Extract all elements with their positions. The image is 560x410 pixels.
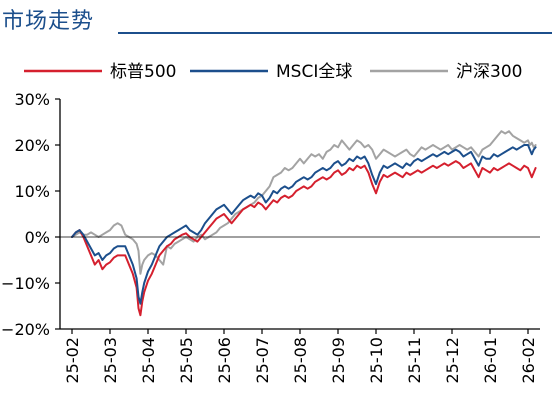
x-tick-label: 25-04 xyxy=(139,337,158,384)
series-line-2 xyxy=(71,130,537,275)
legend-label: MSCI全球 xyxy=(276,62,352,82)
x-tick-label: 25-10 xyxy=(367,337,386,384)
x-tick-label: 25-08 xyxy=(291,337,310,384)
x-tick-label: 26-01 xyxy=(481,337,500,384)
x-tick-label: 25-02 xyxy=(63,337,82,384)
x-tick-label: 25-11 xyxy=(405,337,424,384)
section-header: 市场走势 xyxy=(0,0,560,40)
market-trend-chart: 标普500 MSCI全球 沪深300 −20% −10% 0% 10% 20% 30% 25-0… xyxy=(1,62,540,384)
legend-label: 沪深300 xyxy=(456,62,522,82)
y-tick-label: 30% xyxy=(14,90,50,109)
x-tick-label: 25-05 xyxy=(177,337,196,384)
x-tick-label: 25-06 xyxy=(215,337,234,384)
y-tick-label: −10% xyxy=(1,274,50,293)
legend-label: 标普500 xyxy=(110,62,176,82)
x-tick-label: 25-07 xyxy=(253,337,272,384)
x-tick-label: 25-09 xyxy=(329,337,348,384)
y-tick-label: 10% xyxy=(14,182,50,201)
chart-axes: −20% −10% 0% 10% 20% 30% 25-02 25-03 25-04 25-05 2… xyxy=(1,90,540,384)
x-tick-label: 25-03 xyxy=(101,337,120,384)
section-title: 市场走势 xyxy=(2,9,95,34)
title-underline xyxy=(118,32,552,34)
y-tick-label: −20% xyxy=(1,320,50,339)
chart-legend: 标普500 MSCI全球 沪深300 xyxy=(24,62,522,82)
series-line-1 xyxy=(71,144,537,305)
x-tick-label: 25-12 xyxy=(443,337,462,384)
plot-lines xyxy=(71,130,537,317)
x-tick-label: 26-02 xyxy=(519,337,538,384)
series-line-0 xyxy=(71,160,537,317)
y-tick-label: 0% xyxy=(25,228,50,247)
y-tick-label: 20% xyxy=(14,136,50,155)
